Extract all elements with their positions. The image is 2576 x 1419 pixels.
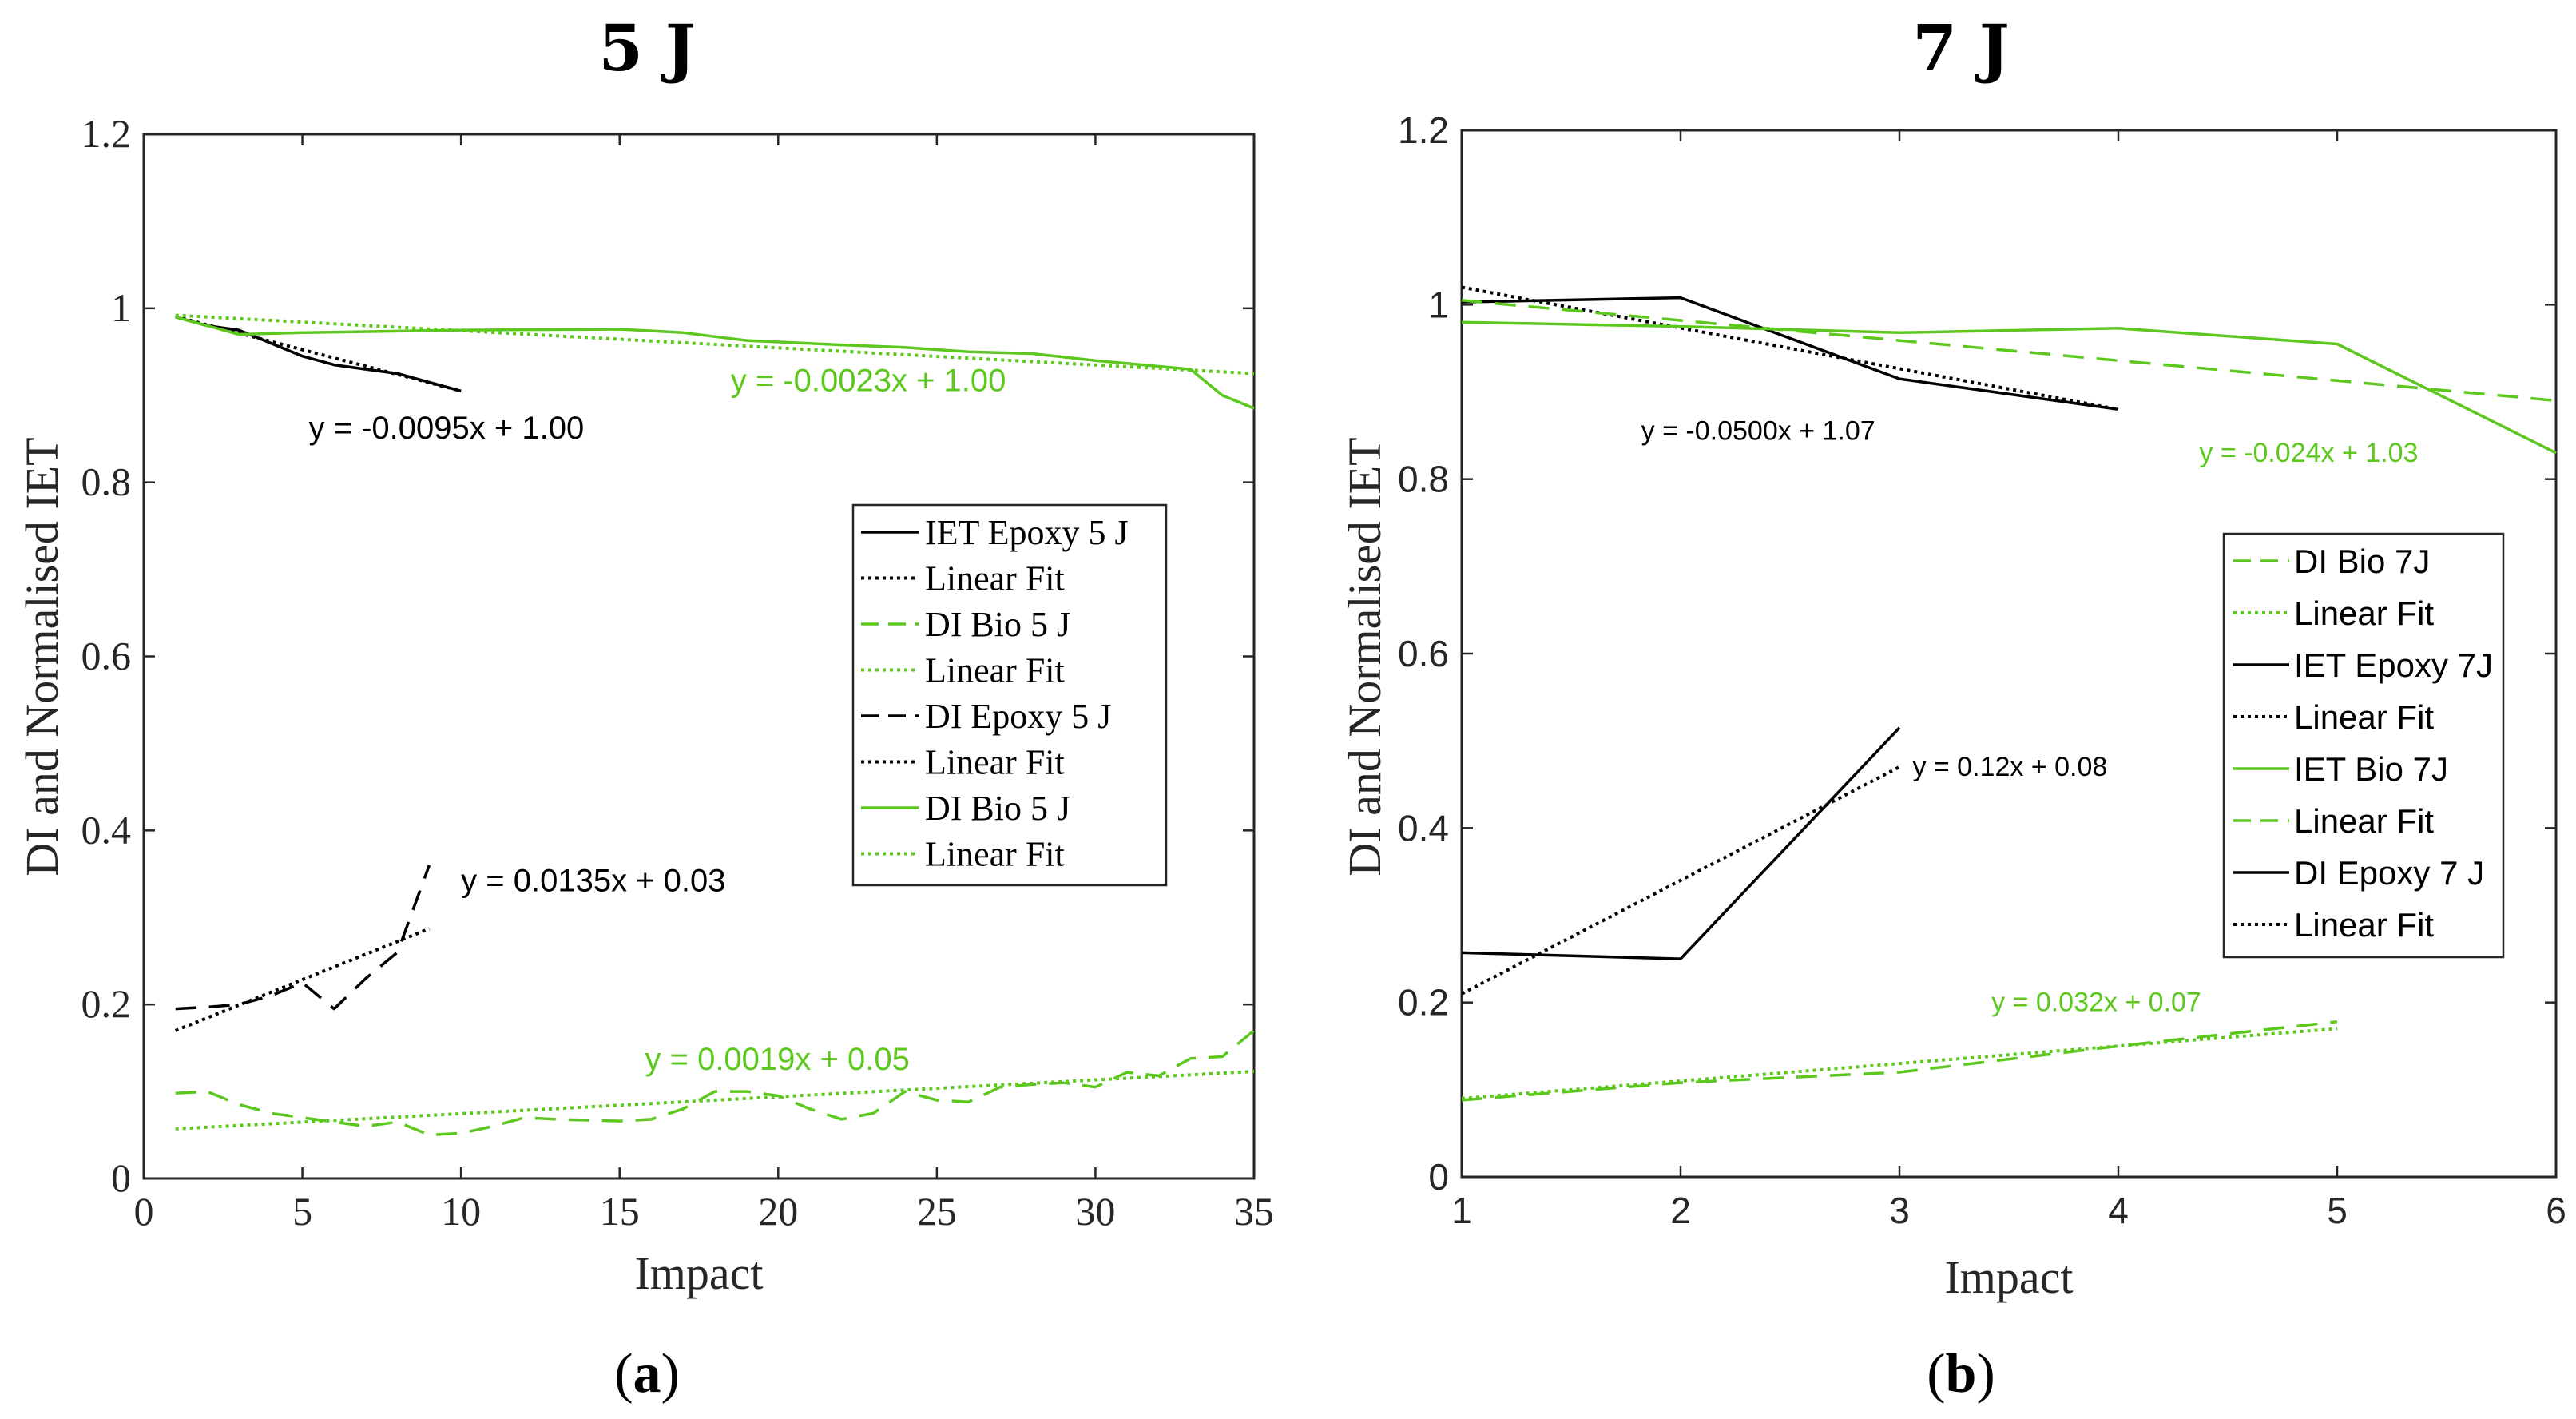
fit-equation-label: y = 0.032x + 0.07 — [1991, 988, 2201, 1018]
x-tick-label: 1 — [1451, 1190, 1472, 1231]
x-tick-label: 35 — [1234, 1189, 1274, 1234]
chart-a: 5 J 0 0.2 0.4 0.6 0.8 1 1.2 0 5 10 15 20 25 30 35 y =… — [16, 10, 1274, 1405]
legend-label: DI Bio 5 J — [925, 789, 1070, 828]
legend-label: Linear Fit — [2294, 906, 2434, 944]
chart-a-series — [174, 313, 1256, 1137]
y-tick-label: 0 — [1428, 1156, 1449, 1198]
legend-label: IET Bio 7J — [2294, 750, 2448, 788]
legend-label: Linear Fit — [2294, 698, 2434, 736]
x-tick-label: 2 — [1670, 1190, 1691, 1231]
x-tick-label: 3 — [1889, 1190, 1910, 1231]
chart-a-x-ticks: 0 5 10 15 20 25 30 35 — [134, 134, 1274, 1234]
y-tick-label: 1.2 — [1398, 109, 1449, 151]
chart-b-panel-label: (b) — [1927, 1343, 1995, 1405]
chart-b-legend: DI Bio 7J Linear Fit IET Epoxy 7J Linear Fi… — [2222, 532, 2505, 959]
chart-a-legend-box — [851, 503, 1168, 887]
chart-b-series — [1461, 285, 2557, 1102]
series-line — [1461, 1020, 2338, 1102]
y-tick-label: 0.8 — [81, 459, 132, 504]
legend-label: Linear Fit — [925, 559, 1065, 598]
series-line — [1461, 320, 2557, 455]
y-tick-label: 1 — [111, 285, 131, 330]
y-tick-label: 1.2 — [81, 111, 132, 156]
series-line — [175, 315, 462, 393]
fit-equation-label: y = -0.0023x + 1.00 — [731, 363, 1006, 398]
legend-label: Linear Fit — [2294, 594, 2434, 632]
series-line — [174, 927, 431, 1032]
y-tick-label: 0.2 — [1398, 982, 1449, 1024]
chart-b-y-axis-label: DI and Normalised IET — [1339, 437, 1391, 876]
series-line — [175, 865, 431, 1011]
x-tick-label: 4 — [2108, 1190, 2129, 1231]
series-line — [175, 313, 1255, 376]
chart-b-x-ticks: 1 2 3 4 5 6 — [1451, 130, 2566, 1231]
y-tick-label: 0.6 — [81, 634, 132, 678]
fit-equation-label: y = 0.0135x + 0.03 — [461, 864, 725, 899]
x-tick-label: 25 — [917, 1189, 957, 1234]
series-line — [1461, 299, 2557, 403]
chart-b: 7 J 0 0.2 0.4 0.6 0.8 1 1.2 1 2 3 4 5 6 y = -0.0500… — [1339, 10, 2566, 1405]
x-tick-label: 30 — [1075, 1189, 1115, 1234]
legend-label: DI Epoxy 5 J — [925, 697, 1111, 736]
chart-b-annotations: y = -0.0500x + 1.07 y = -0.024x + 1.03 y =… — [1641, 416, 2419, 1018]
series-line — [1461, 285, 2119, 411]
series-line — [175, 1029, 1256, 1137]
series-line — [1461, 765, 1900, 996]
x-tick-label: 6 — [2546, 1190, 2566, 1231]
series-line — [1461, 296, 2119, 411]
x-tick-label: 10 — [441, 1189, 481, 1234]
legend-label: IET Epoxy 5 J — [925, 513, 1129, 552]
chart-a-legend: IET Epoxy 5 J Linear Fit DI Bio 5 J Linear … — [851, 503, 1168, 887]
fit-equation-label: y = -0.0500x + 1.07 — [1641, 416, 1875, 447]
fit-equation-label: y = 0.12x + 0.08 — [1912, 752, 2107, 782]
y-tick-label: 0.8 — [1398, 459, 1449, 500]
series-line — [1461, 1027, 2338, 1100]
legend-label: DI Bio 7J — [2294, 543, 2430, 580]
x-tick-label: 5 — [292, 1189, 312, 1234]
chart-a-y-ticks: 0 0.2 0.4 0.6 0.8 1 1.2 — [81, 111, 1254, 1200]
y-tick-label: 1 — [1428, 284, 1449, 325]
fit-equation-label: y = -0.0095x + 1.00 — [309, 411, 585, 446]
legend-label: IET Epoxy 7J — [2294, 646, 2493, 684]
y-tick-label: 0.4 — [81, 807, 132, 852]
y-tick-label: 0.6 — [1398, 633, 1449, 674]
chart-a-title: 5 J — [598, 10, 695, 85]
legend-label: Linear Fit — [925, 651, 1065, 690]
y-tick-label: 0 — [111, 1155, 131, 1200]
series-line — [175, 316, 1255, 410]
legend-label: DI Epoxy 7 J — [2294, 854, 2484, 892]
chart-b-y-ticks: 0 0.2 0.4 0.6 0.8 1 1.2 — [1398, 109, 2556, 1198]
legend-label: Linear Fit — [925, 743, 1065, 782]
legend-label: Linear Fit — [925, 835, 1065, 874]
y-tick-label: 0.2 — [81, 981, 132, 1026]
x-tick-label: 15 — [600, 1189, 640, 1234]
chart-b-legend-box — [2222, 532, 2505, 959]
y-tick-label: 0.4 — [1398, 807, 1449, 849]
fit-equation-label: y = -0.024x + 1.03 — [2199, 438, 2418, 468]
chart-b-title: 7 J — [1912, 10, 2009, 85]
x-tick-label: 20 — [758, 1189, 798, 1234]
chart-a-panel-label: (a) — [614, 1343, 680, 1405]
chart-a-y-axis-label: DI and Normalised IET — [16, 437, 68, 876]
legend-label: Linear Fit — [2294, 802, 2434, 840]
chart-a-annotations: y = -0.0095x + 1.00 y = -0.0023x + 1.00 y … — [309, 363, 1006, 1077]
x-tick-label: 5 — [2327, 1190, 2348, 1231]
fit-equation-label: y = 0.0019x + 0.05 — [645, 1042, 909, 1077]
series-line — [175, 1070, 1255, 1131]
legend-label: DI Bio 5 J — [925, 605, 1070, 644]
chart-b-x-axis-label: Impact — [1944, 1251, 2073, 1303]
x-tick-label: 0 — [134, 1189, 154, 1234]
chart-a-x-axis-label: Impact — [634, 1247, 763, 1299]
